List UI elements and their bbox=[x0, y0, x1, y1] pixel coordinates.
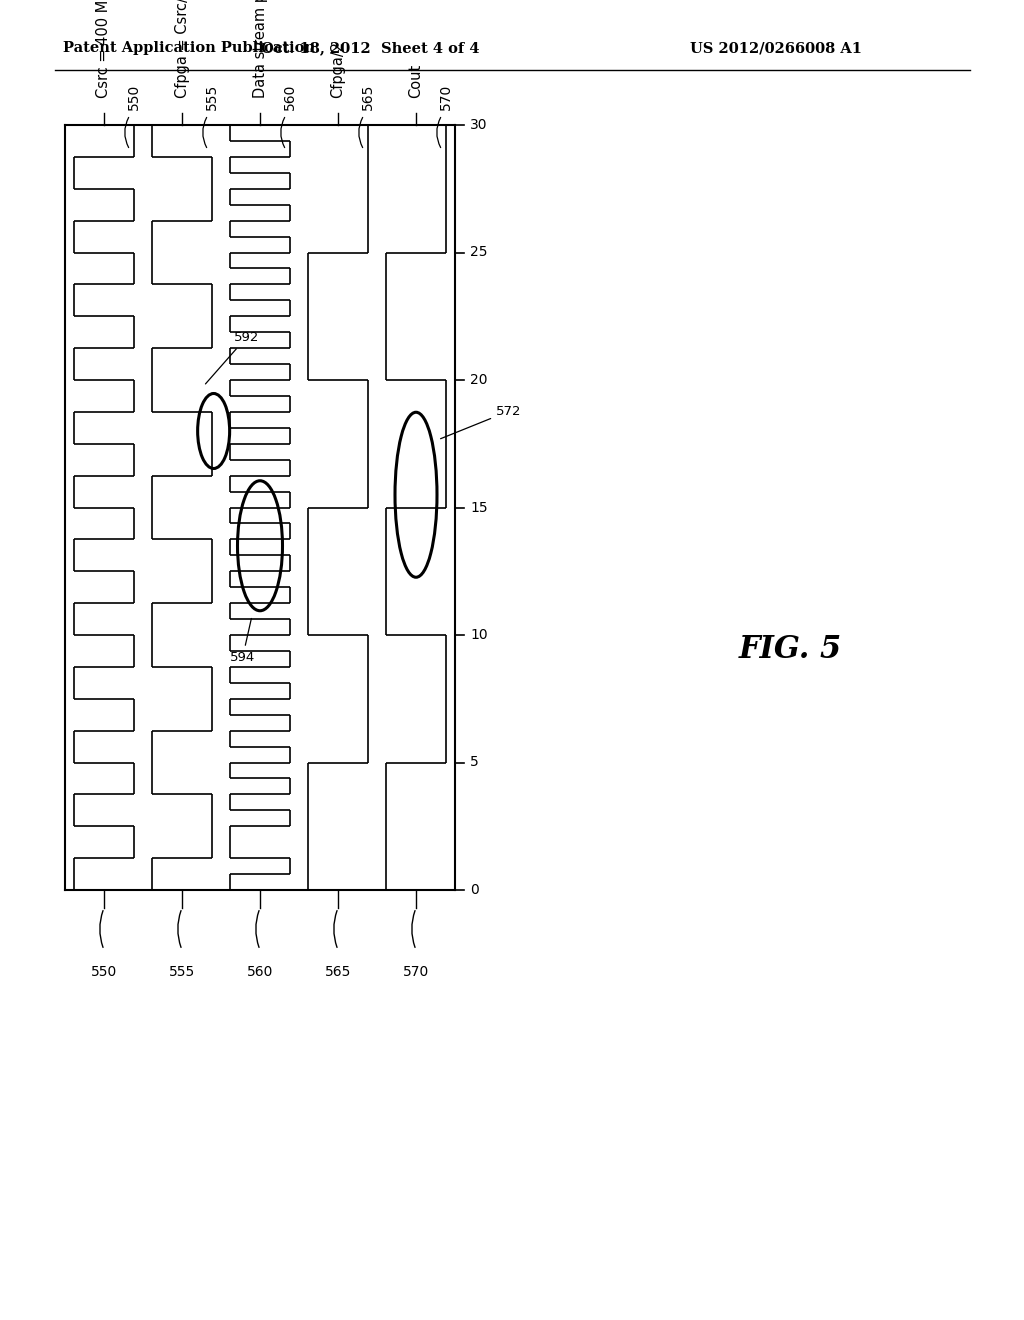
Text: Cfpga/2: Cfpga/2 bbox=[331, 41, 345, 98]
Text: 565: 565 bbox=[325, 965, 351, 979]
Text: 565: 565 bbox=[361, 83, 375, 110]
Text: 592: 592 bbox=[206, 331, 259, 384]
Text: 20: 20 bbox=[470, 374, 487, 387]
Text: Data stream pulses: Data stream pulses bbox=[253, 0, 267, 98]
Text: 570: 570 bbox=[439, 83, 453, 110]
Text: 5: 5 bbox=[470, 755, 479, 770]
Text: 560: 560 bbox=[283, 83, 297, 110]
Text: Cfpga = Csrc/2 (shift): Cfpga = Csrc/2 (shift) bbox=[174, 0, 189, 98]
Text: 10: 10 bbox=[470, 628, 487, 642]
Text: FIG. 5: FIG. 5 bbox=[738, 635, 842, 665]
Text: 550: 550 bbox=[91, 965, 117, 979]
Text: 572: 572 bbox=[440, 405, 521, 438]
Text: 555: 555 bbox=[205, 83, 219, 110]
Text: 25: 25 bbox=[470, 246, 487, 260]
Text: 550: 550 bbox=[127, 83, 141, 110]
Text: 594: 594 bbox=[230, 619, 255, 664]
Text: US 2012/0266008 A1: US 2012/0266008 A1 bbox=[690, 41, 862, 55]
Text: 30: 30 bbox=[470, 117, 487, 132]
Text: 560: 560 bbox=[247, 965, 273, 979]
Text: 555: 555 bbox=[169, 965, 196, 979]
Text: Oct. 18, 2012  Sheet 4 of 4: Oct. 18, 2012 Sheet 4 of 4 bbox=[261, 41, 479, 55]
Text: 0: 0 bbox=[470, 883, 479, 898]
Text: 15: 15 bbox=[470, 500, 487, 515]
Text: 570: 570 bbox=[402, 965, 429, 979]
Text: Patent Application Publication: Patent Application Publication bbox=[63, 41, 315, 55]
Text: Cout: Cout bbox=[409, 63, 424, 98]
Text: Csrc = 400 MHz: Csrc = 400 MHz bbox=[96, 0, 112, 98]
